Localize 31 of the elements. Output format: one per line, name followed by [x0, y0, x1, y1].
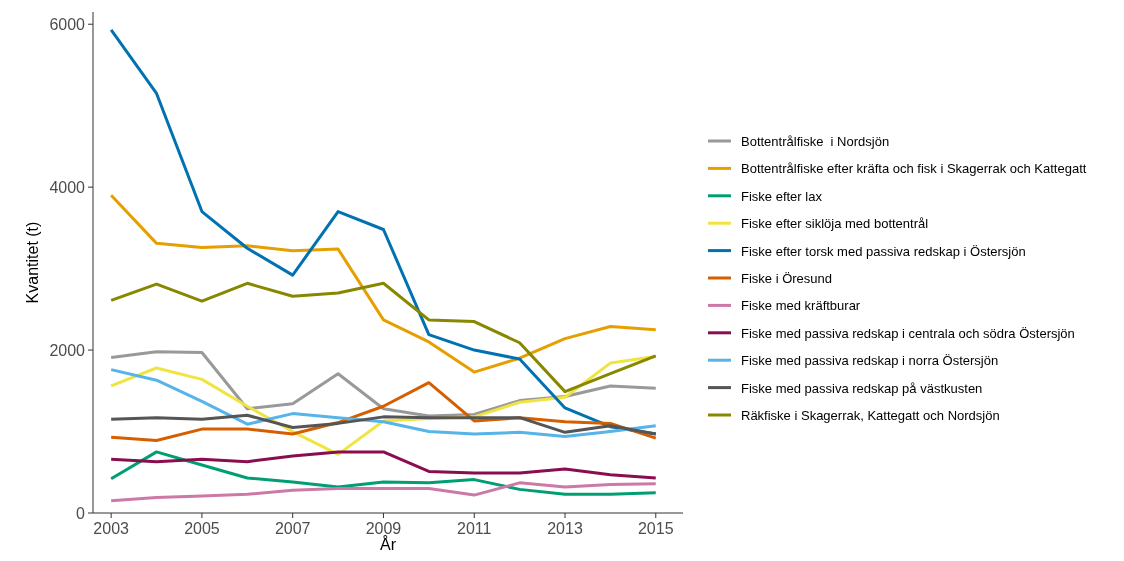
y-tick-label: 4000: [49, 179, 86, 197]
legend-label: Bottentrålfiske efter kräfta och fisk i Skagerrak och Kattegatt: [741, 161, 1087, 177]
legend-label: Fiske med passiva redskap på västkusten: [741, 380, 983, 396]
legend-label: Fiske i Öresund: [741, 271, 833, 286]
line-series: [109, 368, 658, 438]
y-axis-title: Kvantitet (t): [24, 221, 41, 304]
y-tick-label: 2000: [49, 342, 86, 360]
x-tick-label: 2011: [457, 520, 492, 537]
x-tick-label: 2013: [547, 520, 583, 537]
x-tick-label: 2005: [184, 520, 220, 537]
x-axis-title: År: [380, 535, 397, 553]
line-series: [109, 281, 658, 394]
line-series: [109, 450, 658, 480]
legend-label: Räkfiske i Skagerrak, Kattegatt och Nordsjön: [741, 408, 1000, 423]
x-tick-label: 2009: [365, 520, 402, 537]
y-tick-label: 6000: [49, 16, 86, 34]
line-series: [109, 481, 658, 503]
legend-label: Fiske med passiva redskap i centrala och södra Östersjön: [741, 325, 1075, 341]
legend-label: Bottentrålfiske i Nordsjön: [741, 134, 890, 149]
legend-label: Fiske efter torsk med passiva redskap i Östersjön: [741, 243, 1026, 259]
x-tick-label: 2003: [93, 520, 130, 537]
legend-label: Fiske efter siklöja med bottentrål: [741, 216, 929, 232]
x-tick-label: 2007: [274, 520, 311, 537]
line-series: [109, 413, 658, 436]
legend-label: Fiske efter lax: [741, 188, 823, 204]
legend-label: Fiske med kräftburar: [741, 298, 861, 314]
line-series: [109, 450, 658, 496]
y-tick-label: 0: [76, 505, 86, 522]
x-tick-label: 2015: [637, 520, 674, 537]
legend-label: Fiske med passiva redskap i norra Östersjön: [741, 353, 999, 369]
line-series: [109, 193, 658, 374]
